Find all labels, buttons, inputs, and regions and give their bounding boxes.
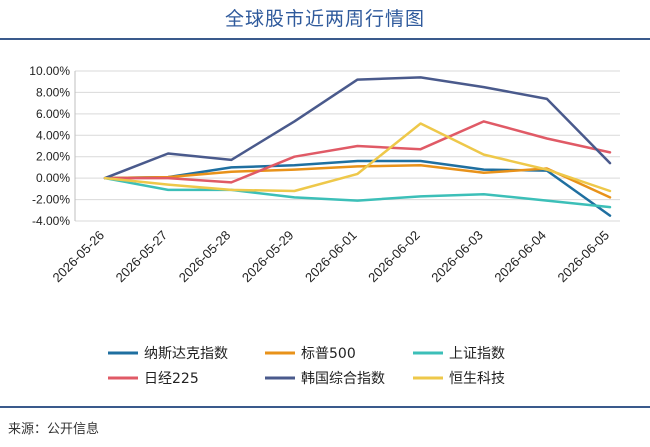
series-line: [103, 76, 612, 180]
legend-label: 上证指数: [449, 346, 505, 362]
top-rule: [0, 38, 650, 40]
x-tick-label: 2026-06-02: [365, 228, 423, 286]
legend-label: 纳斯达克指数: [144, 346, 228, 362]
x-tick-label: 2026-05-28: [176, 228, 234, 286]
x-tick-label: 2026-06-05: [554, 228, 612, 286]
series-line: [103, 122, 612, 193]
y-tick-label: 2.00%: [36, 150, 70, 164]
legend-label: 标普500: [301, 346, 356, 362]
x-tick-label: 2026-05-29: [239, 228, 297, 286]
y-tick-label: 10.00%: [29, 64, 70, 78]
series-layer: [103, 76, 612, 217]
legend-label: 恒生科技: [449, 371, 505, 387]
bottom-rule: [0, 406, 650, 408]
x-tick-label: 2026-05-26: [49, 228, 107, 286]
series-line: [103, 176, 612, 209]
legend-label: 韩国综合指数: [301, 371, 385, 387]
x-tick-label: 2026-06-03: [428, 228, 486, 286]
y-tick-label: 8.00%: [36, 85, 70, 99]
series-line: [103, 120, 612, 184]
series-line: [103, 164, 612, 199]
x-tick-label: 2026-05-27: [113, 228, 171, 286]
x-tick-label: 2026-06-04: [491, 228, 549, 286]
y-tick-label: -4.00%: [32, 214, 70, 228]
x-tick-label: 2026-06-01: [302, 228, 360, 286]
source-note: 来源：公开信息: [8, 422, 100, 437]
y-tick-label: 6.00%: [36, 107, 70, 121]
legend-label: 日经225: [144, 371, 199, 387]
y-tick-label: 4.00%: [36, 128, 70, 142]
y-tick-label: 0.00%: [36, 171, 70, 185]
chart-title: 全球股市近两周行情图: [224, 8, 425, 30]
y-tick-label: -2.00%: [32, 193, 70, 207]
